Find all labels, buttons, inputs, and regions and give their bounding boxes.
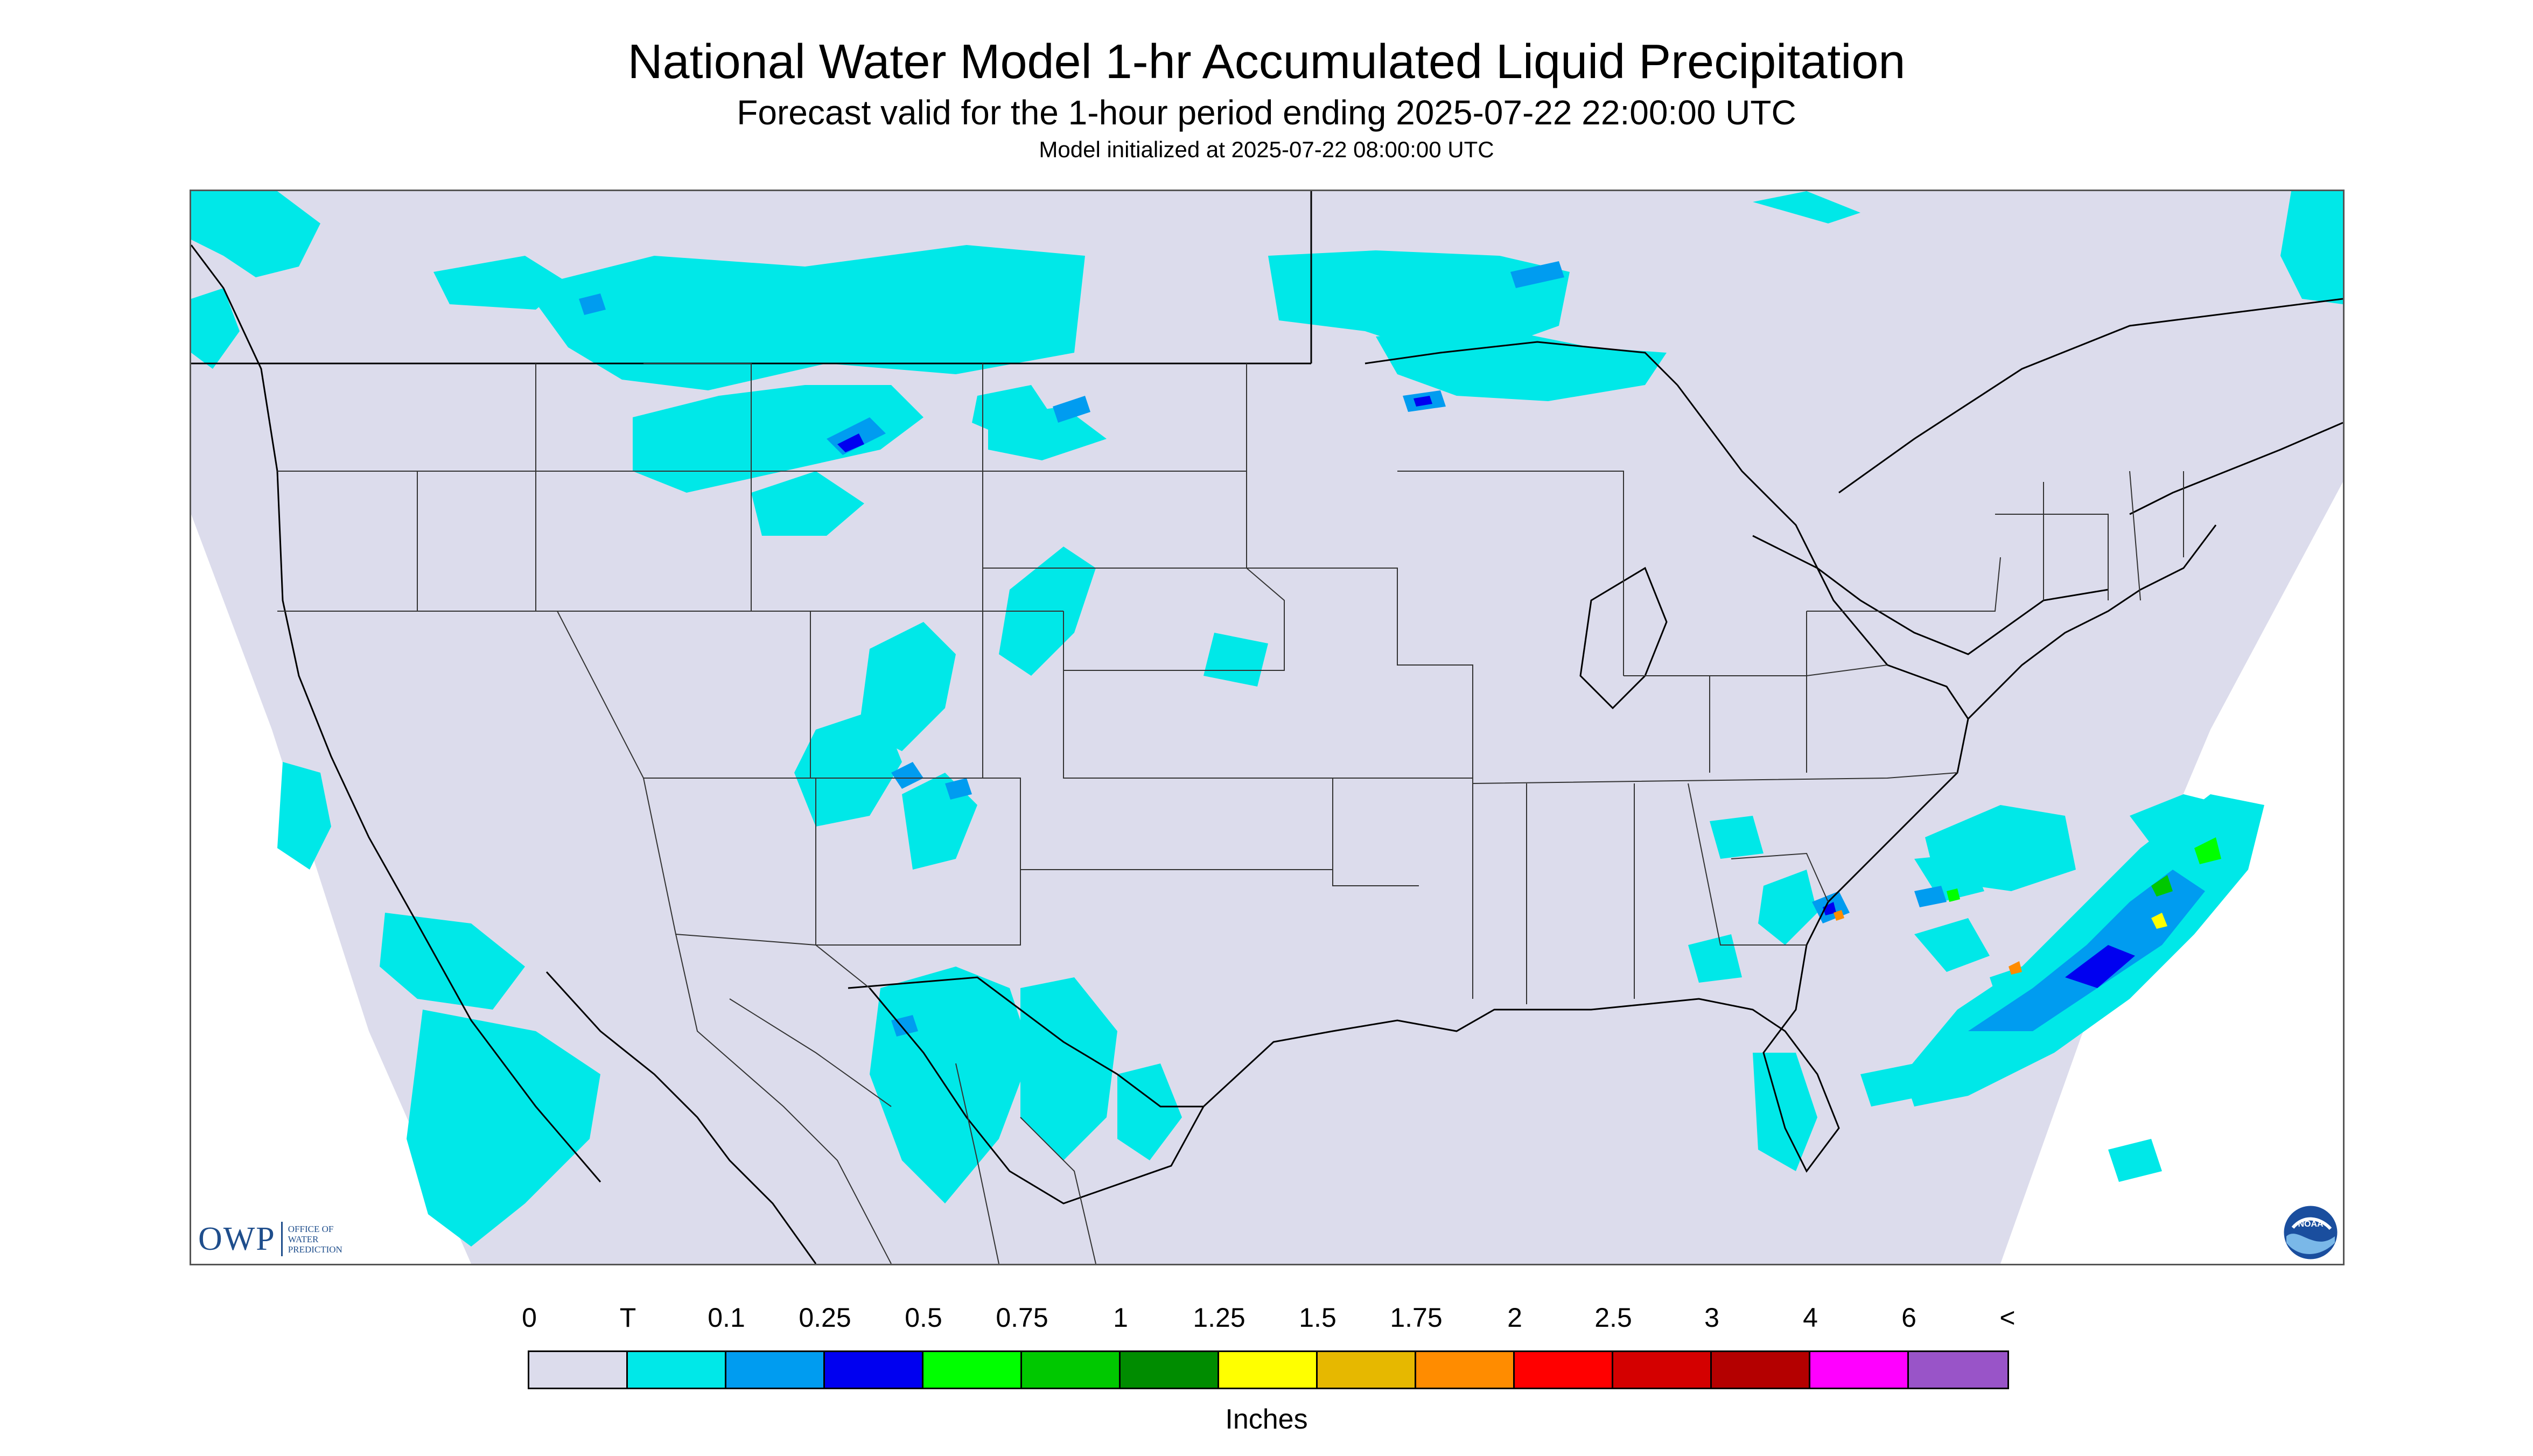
owp-line-3: PREDICTION	[288, 1244, 342, 1255]
legend-label: 2.5	[1594, 1303, 1632, 1333]
legend-label: 0.25	[799, 1303, 851, 1333]
legend-label: 1.25	[1193, 1303, 1245, 1333]
legend-swatch	[1219, 1352, 1318, 1388]
model-init-time: Model initialized at 2025-07-22 08:00:00…	[1039, 137, 1494, 162]
legend-label: 1.5	[1299, 1303, 1337, 1333]
legend-units: Inches	[1225, 1404, 1308, 1435]
owp-logo-text: OWP	[198, 1220, 276, 1257]
precipitation-map[interactable]	[190, 190, 2345, 1265]
precip-atlantic-band	[1904, 794, 2264, 1107]
legend-swatch	[1613, 1352, 1712, 1388]
legend-label: 0.1	[708, 1303, 745, 1333]
legend-label: 2	[1507, 1303, 1522, 1333]
precip-moderate-areas	[579, 261, 1850, 1037]
noaa-logo-icon: NOAA	[2282, 1204, 2339, 1261]
legend-swatch	[1810, 1352, 1909, 1388]
legend-labels: 0 T 0.1 0.25 0.5 0.75 1 1.25 1.5 1.75 2 2.5 3 4 6 <	[0, 1302, 2533, 1340]
legend-label: 3	[1704, 1303, 1719, 1333]
legend-swatch	[529, 1352, 628, 1388]
legend-swatch	[1909, 1352, 2007, 1388]
legend-swatch	[726, 1352, 825, 1388]
legend-label: 1.75	[1390, 1303, 1443, 1333]
legend-swatch	[1318, 1352, 1416, 1388]
owp-logo-subtext: OFFICE OF WATER PREDICTION	[288, 1224, 342, 1255]
map-title: National Water Model 1-hr Accumulated Li…	[627, 35, 1906, 89]
legend-swatch	[628, 1352, 726, 1388]
legend-swatch	[1416, 1352, 1515, 1388]
legend-swatch	[923, 1352, 1022, 1388]
legend-label: 4	[1803, 1303, 1818, 1333]
coastlines	[191, 191, 2343, 1264]
legend-swatch	[1515, 1352, 1613, 1388]
precip-trace-areas	[191, 191, 2343, 1247]
owp-logo-divider	[281, 1222, 283, 1256]
svg-text:NOAA: NOAA	[2298, 1220, 2324, 1229]
legend-label: 0.5	[905, 1303, 942, 1333]
owp-line-1: OFFICE OF	[288, 1223, 334, 1234]
legend-label: 0.75	[996, 1303, 1048, 1333]
legend-swatch	[1121, 1352, 1219, 1388]
legend-color-bar	[528, 1350, 2009, 1389]
owp-logo: OWP OFFICE OF WATER PREDICTION	[198, 1220, 342, 1258]
map-subtitle: Forecast valid for the 1-hour period end…	[737, 93, 1796, 132]
legend-swatch	[1022, 1352, 1121, 1388]
owp-line-2: WATER	[288, 1234, 319, 1244]
legend-label: 0	[522, 1303, 537, 1333]
legend-label: <	[1999, 1303, 2016, 1333]
mexico-boundaries	[675, 934, 1096, 1264]
legend-label: T	[619, 1303, 636, 1333]
state-boundaries	[277, 363, 2184, 1004]
map-canvas	[191, 191, 2343, 1264]
legend-swatch	[825, 1352, 923, 1388]
legend-swatch	[1712, 1352, 1810, 1388]
noaa-logo: NOAA	[2282, 1204, 2339, 1261]
legend-label: 6	[1901, 1303, 1916, 1333]
legend-label: 1	[1113, 1303, 1128, 1333]
